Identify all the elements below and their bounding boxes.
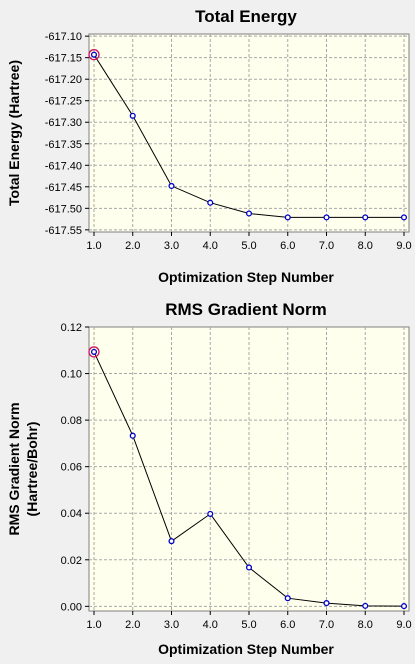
data-point[interactable] bbox=[362, 214, 369, 221]
x-tick-label: 4.0 bbox=[203, 619, 218, 631]
y-tick-label: 0.08 bbox=[61, 415, 82, 427]
x-tick-label: 6.0 bbox=[280, 619, 295, 631]
x-tick-label: 2.0 bbox=[125, 619, 140, 631]
data-point[interactable] bbox=[245, 564, 253, 571]
x-tick-label: 2.0 bbox=[125, 240, 140, 252]
y-tick-label: 0.10 bbox=[61, 369, 82, 381]
data-point[interactable] bbox=[168, 182, 175, 189]
data-point[interactable] bbox=[207, 199, 214, 206]
x-tick-labels: 1.0 2.0 3.0 4.0 5.0 6.0 7.0 8.0 9.0 bbox=[86, 232, 412, 252]
y-tick-label: -617.35 bbox=[45, 139, 82, 151]
y-tick-label: -617.55 bbox=[45, 225, 82, 237]
y-tick-label: 0.04 bbox=[61, 508, 82, 520]
x-tick-label: 1.0 bbox=[86, 240, 101, 252]
x-tick-label: 3.0 bbox=[164, 619, 179, 631]
data-point[interactable] bbox=[323, 214, 330, 221]
y-tick-label: -617.20 bbox=[45, 74, 82, 86]
y-tick-label: -617.45 bbox=[45, 182, 82, 194]
x-tick-label: 7.0 bbox=[319, 240, 334, 252]
rms-gradient-norm-chart: RMS Gradient Norm 0.000.020.040.060.080.… bbox=[6, 300, 412, 657]
y-tick-label: -617.30 bbox=[45, 117, 82, 129]
y-tick-label: -617.40 bbox=[45, 160, 82, 172]
x-tick-label: 5.0 bbox=[241, 240, 256, 252]
series-layer bbox=[88, 346, 408, 610]
y-tick-label: -617.25 bbox=[45, 96, 82, 108]
x-tick-label: 6.0 bbox=[280, 240, 295, 252]
y-axis-label: Total Energy (Hartree) bbox=[6, 60, 22, 206]
series-layer bbox=[88, 49, 408, 221]
total-energy-chart: Total Energy -617.10 -617.15 -617.20 -617.2… bbox=[6, 7, 412, 285]
x-tick-labels: 1.0 2.0 3.0 4.0 5.0 6.0 7.0 8.0 9.0 bbox=[86, 611, 412, 631]
y-tick-label: -617.15 bbox=[45, 53, 82, 65]
data-point[interactable] bbox=[90, 51, 98, 58]
selected-point-ring[interactable] bbox=[88, 346, 100, 358]
x-axis-label: Optimization Step Number bbox=[158, 641, 334, 657]
x-tick-label: 3.0 bbox=[164, 240, 179, 252]
x-tick-label: 4.0 bbox=[203, 240, 218, 252]
data-point[interactable] bbox=[90, 348, 98, 355]
data-point[interactable] bbox=[400, 214, 408, 221]
y-tick-label: 0.02 bbox=[61, 555, 82, 567]
data-point[interactable] bbox=[400, 603, 408, 610]
data-point[interactable] bbox=[129, 432, 136, 439]
gridlines bbox=[89, 34, 409, 232]
x-tick-label: 5.0 bbox=[241, 619, 256, 631]
y-tick-labels: 0.00 0.02 0.04 0.06 0.08 0.10 0.12 bbox=[61, 322, 89, 613]
y-tick-label: -617.50 bbox=[45, 203, 82, 215]
data-point[interactable] bbox=[323, 600, 330, 607]
data-point[interactable] bbox=[207, 510, 214, 517]
y-tick-labels: -617.10 -617.15 -617.20 -617.25 -617.30 -617.… bbox=[45, 31, 89, 237]
y-tick-label: 0.00 bbox=[61, 601, 82, 613]
data-point[interactable] bbox=[362, 602, 369, 609]
gridlines bbox=[89, 327, 409, 611]
selected-point-ring[interactable] bbox=[88, 49, 100, 61]
data-point[interactable] bbox=[284, 214, 291, 221]
y-axis-unit-label: (Hartree/Bohr) bbox=[24, 422, 40, 517]
chart-title: RMS Gradient Norm bbox=[165, 300, 327, 319]
chart-title: Total Energy bbox=[195, 7, 297, 26]
y-tick-label: -617.10 bbox=[45, 31, 82, 43]
x-tick-label: 8.0 bbox=[358, 240, 373, 252]
x-tick-label: 9.0 bbox=[396, 619, 411, 631]
x-tick-label: 9.0 bbox=[396, 240, 411, 252]
x-tick-label: 7.0 bbox=[319, 619, 334, 631]
x-tick-label: 8.0 bbox=[358, 619, 373, 631]
x-tick-label: 1.0 bbox=[86, 619, 101, 631]
x-axis-label: Optimization Step Number bbox=[158, 269, 334, 285]
y-tick-label: 0.12 bbox=[61, 322, 82, 334]
plot-area bbox=[88, 33, 410, 233]
data-point[interactable] bbox=[245, 210, 253, 217]
data-point[interactable] bbox=[168, 538, 175, 545]
y-tick-label: 0.06 bbox=[61, 462, 82, 474]
data-point[interactable] bbox=[284, 595, 291, 602]
y-axis-label: RMS Gradient Norm bbox=[6, 402, 22, 535]
data-point[interactable] bbox=[129, 112, 136, 119]
